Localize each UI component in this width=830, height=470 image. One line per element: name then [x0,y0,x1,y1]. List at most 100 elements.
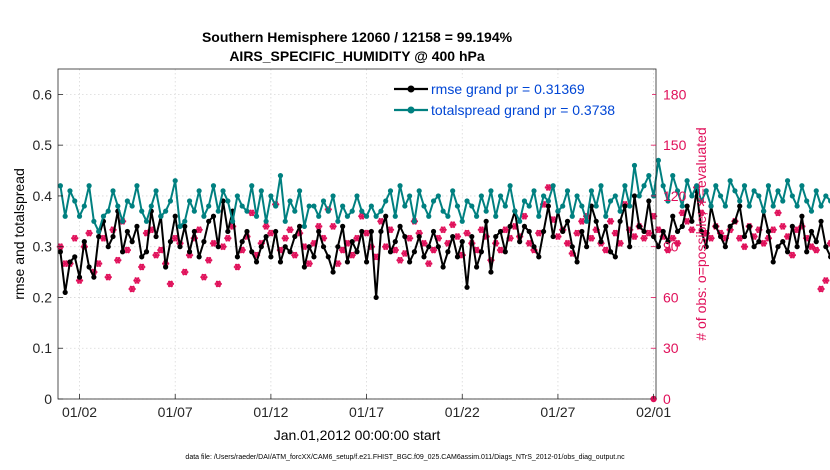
totalspread-point [622,183,628,189]
obs-possible-point [396,257,404,264]
rmse-point [474,264,480,270]
totalspread-point [717,193,724,199]
rmse-point [454,254,461,260]
totalspread-point [679,203,685,209]
obs-possible-point [234,263,241,271]
totalspread-point [689,193,695,199]
totalspread-point [368,203,374,209]
totalspread-point [167,198,174,204]
obs-possible-point [167,280,174,288]
obs-possible-point [363,230,370,237]
totalspread-point [426,213,432,219]
totalspread-point [584,218,590,224]
obs-possible-point [688,226,695,233]
obs-possible-point [114,257,121,264]
rmse-point [593,218,599,224]
legend-rmse-marker [407,85,415,93]
rmse-point [564,218,571,224]
rmse-point [531,244,537,250]
rmse-point [612,254,618,260]
rmse-point [402,233,408,240]
totalspread-point [397,183,403,189]
totalspread-point [191,208,197,214]
totalspread-point [119,218,126,224]
totalspread-point [349,208,355,214]
totalspread-point [593,203,599,209]
obs-possible-point [602,246,609,254]
rmse-point [407,259,413,265]
rmse-point [421,254,427,260]
totalspread-point [62,213,68,219]
totalspread-point [110,188,116,194]
obs-possible-point [779,223,786,230]
obs-possible-point [267,230,274,237]
totalspread-point [287,198,293,204]
rmse-point [536,254,542,260]
rmse-point [813,239,819,245]
x-tick-label: 01/02 [62,404,97,420]
rmse-point [258,244,264,250]
rmse-point [756,239,762,245]
totalspread-point [708,203,714,209]
rmse-point [383,213,389,219]
obs-possible-point [425,260,432,267]
obs-possible-point [282,235,289,242]
rmse-point [268,254,274,260]
totalspread-point [794,203,800,209]
totalspread-point [765,183,772,189]
totalspread-point [392,213,398,219]
legend-box [390,78,652,122]
totalspread-point [483,208,489,214]
rmse-point [722,244,728,250]
obs-possible-point [286,226,294,233]
rmse-point [732,218,738,224]
totalspread-point [540,193,547,199]
rmse-point [296,223,303,229]
totalspread-point [722,203,728,209]
rmse-point [349,239,355,245]
rmse-point [775,244,781,250]
rmse-point [186,249,193,255]
rmse-point [717,233,724,240]
totalspread-point [263,218,269,224]
rmse-point [206,218,212,224]
rmse-point [713,223,719,229]
obs-possible-point [291,252,298,259]
totalspread-point [450,188,456,194]
rmse-point [277,259,284,265]
totalspread-point [416,188,422,194]
rmse-point [167,239,174,245]
y-tick-label-right: 30 [663,340,679,356]
rmse-point [598,239,604,245]
totalspread-point [784,178,791,184]
rmse-point [392,239,398,245]
totalspread-point [57,183,63,189]
totalspread-point [182,218,188,224]
obs-possible-point [306,260,313,267]
obs-possible-point [329,223,337,230]
rmse-point [359,228,365,235]
obs-possible-point [224,235,231,242]
obs-possible-point [813,246,820,254]
obs-possible-point [645,230,652,237]
rmse-point [818,218,824,224]
obs-possible-point [502,226,509,233]
rmse-point [574,259,580,265]
rmse-point [301,264,307,270]
rmse-point [287,249,293,255]
obs-possible-point [124,246,131,254]
totalspread-point [249,183,255,189]
y-tick-label-left: 0.3 [33,239,53,255]
rmse-point [450,233,456,240]
totalspread-point [713,183,719,189]
rmse-point [603,223,609,229]
totalspread-point [234,193,240,199]
rmse-point [540,228,547,235]
rmse-point [507,223,513,229]
obs-possible-point [827,240,830,247]
obs-possible-point [707,235,715,242]
totalspread-point [545,198,551,204]
rmse-point [689,218,695,224]
obs-possible-point [760,240,767,247]
totalspread-point [244,208,250,214]
